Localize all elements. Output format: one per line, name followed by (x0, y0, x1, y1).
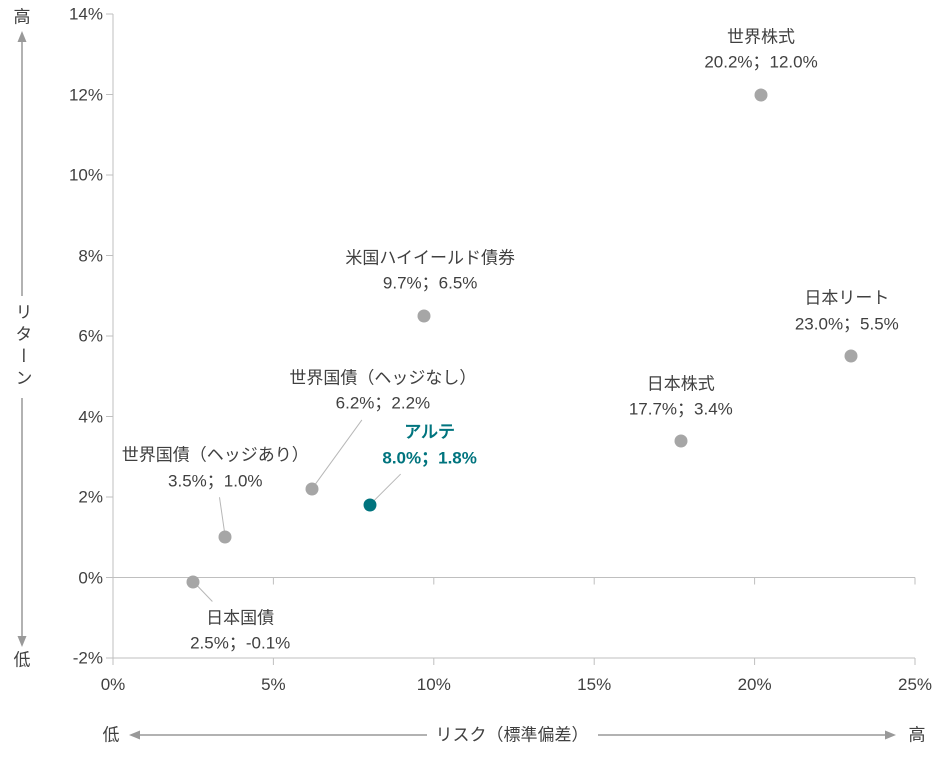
y-axis-arrow-up-icon (17, 31, 27, 42)
point-name: 日本リート (804, 288, 890, 308)
point-values: 3.5%；1.0% (168, 471, 263, 491)
y-axis-tick-label: 0% (78, 568, 103, 587)
data-point (186, 575, 200, 589)
data-point-highlighted (363, 498, 377, 512)
point-values: 2.5%；-0.1% (190, 633, 291, 653)
data-point (417, 309, 431, 323)
point-name: 世界国債（ヘッジなし） (289, 368, 477, 388)
point-name: 米国ハイイールド債券 (345, 248, 516, 268)
x-axis-tick-label: 10% (416, 675, 451, 694)
x-axis-tick-label: 15% (577, 675, 612, 694)
point-values: 23.0%；5.5% (794, 314, 899, 334)
point-name: 世界国債（ヘッジあり） (121, 445, 309, 465)
point-values: 6.2%；2.2% (335, 393, 431, 413)
point-label: 世界株式 20.2%；12.0% (704, 24, 817, 75)
point-label: 米国ハイイールド債券 9.7%；6.5% (345, 245, 515, 296)
point-values: 9.7%；6.5% (382, 273, 478, 293)
x-axis-tick-label: 25% (897, 675, 933, 694)
point-label: 世界国債（ヘッジなし） 6.2%；2.2% (289, 365, 476, 416)
data-point (844, 349, 858, 363)
y-axis-tick-label: 6% (78, 326, 103, 346)
y-axis-tick-label: 12% (68, 85, 103, 104)
y-axis-title: リターン (12, 303, 32, 391)
x-axis-title: リスク（標準偏差） (435, 725, 589, 745)
data-point (305, 482, 319, 496)
point-values: 8.0%；1.8% (382, 448, 477, 468)
x-axis-tick-label: 0% (100, 675, 126, 694)
x-axis-tick-label: 20% (737, 675, 772, 694)
y-axis-tick-label: 10% (68, 165, 103, 185)
x-axis-tick-label: 5% (261, 675, 286, 694)
leader-line (311, 419, 363, 490)
x-axis-low-label: 低 (102, 725, 120, 745)
data-point (218, 530, 232, 544)
y-axis-high-label: 高 (13, 7, 31, 27)
point-values: 20.2%；12.0% (704, 52, 818, 72)
point-name: 日本国債 (206, 608, 275, 628)
point-name: 日本株式 (646, 374, 715, 394)
point-label: アルテ 8.0%；1.8% (382, 420, 477, 471)
point-name: アルテ (404, 422, 456, 442)
y-axis-arrow-down-icon (17, 636, 27, 647)
x-axis-arrow-right-icon (885, 730, 896, 740)
data-point (674, 434, 688, 448)
data-point (754, 88, 768, 101)
point-label: 日本株式 17.7%；3.4% (629, 371, 733, 422)
point-label: 日本リート 23.0%；5.5% (795, 286, 899, 337)
point-name: 世界株式 (727, 27, 796, 46)
y-axis-tick-label: 8% (78, 246, 103, 265)
point-label: 世界国債（ヘッジあり） 3.5%；1.0% (122, 443, 309, 494)
y-axis-tick-label: 14% (68, 4, 103, 24)
y-axis-tick-label: -2% (72, 648, 103, 668)
point-label: 日本国債 2.5%；-0.1% (190, 605, 290, 656)
x-axis-arrow-left-icon (129, 730, 140, 740)
y-axis-tick-label: 4% (78, 407, 103, 426)
y-axis-tick-label: 2% (78, 487, 103, 507)
x-axis-high-label: 高 (908, 725, 926, 745)
point-values: 17.7%；3.4% (628, 399, 733, 419)
y-axis-low-label: 低 (13, 650, 31, 670)
